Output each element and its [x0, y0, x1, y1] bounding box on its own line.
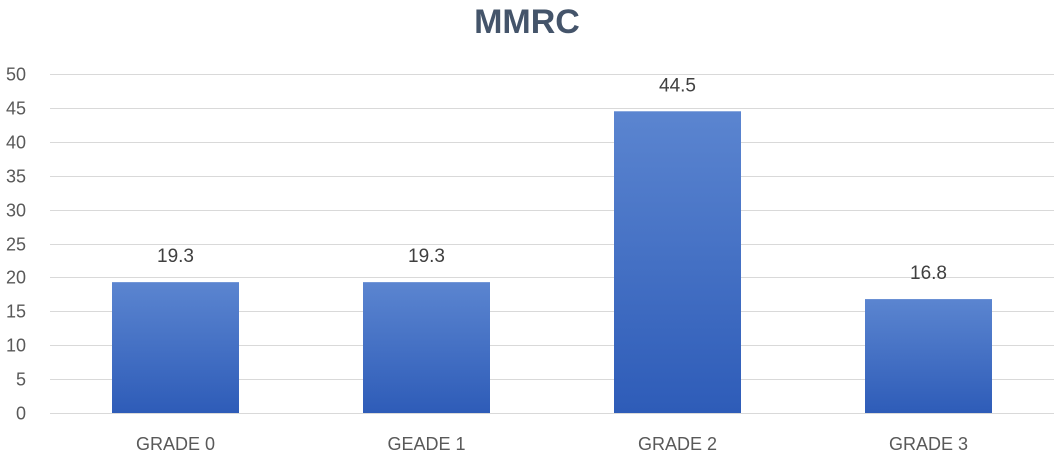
y-tick-label: 25 [6, 235, 26, 255]
chart-title: MMRC [474, 3, 580, 41]
y-tick-label: 40 [6, 133, 26, 153]
y-tick-label: 45 [6, 99, 26, 119]
y-tick-label: 5 [16, 370, 26, 390]
data-label-3: 44.5 [659, 75, 696, 96]
bar-3 [614, 111, 741, 413]
data-label-2: 19.3 [408, 246, 445, 267]
y-tick-label: 35 [6, 167, 26, 187]
data-label-4: 16.8 [910, 263, 947, 284]
y-tick-label: 15 [6, 302, 26, 322]
y-tick-label: 50 [6, 65, 26, 85]
data-labels: 19.3 19.3 44.5 16.8 [157, 75, 947, 284]
y-tick-label: 0 [16, 404, 26, 424]
bars [112, 111, 992, 413]
x-category-label-4: GRADE 3 [889, 434, 968, 454]
x-axis-category-labels: GRADE 0 GEADE 1 GRADE 2 GRADE 3 [136, 434, 968, 454]
y-tick-label: 30 [6, 201, 26, 221]
y-axis-tick-labels: 0 5 10 15 20 25 30 35 40 45 50 [6, 65, 26, 424]
y-tick-label: 20 [6, 268, 26, 288]
bar-2 [363, 282, 490, 413]
x-category-label-3: GRADE 2 [638, 434, 717, 454]
bar-4 [865, 299, 992, 413]
y-tick-label: 10 [6, 336, 26, 356]
x-category-label-1: GRADE 0 [136, 434, 215, 454]
bar-1 [112, 282, 239, 413]
data-label-1: 19.3 [157, 246, 194, 267]
x-category-label-2: GEADE 1 [387, 434, 465, 454]
